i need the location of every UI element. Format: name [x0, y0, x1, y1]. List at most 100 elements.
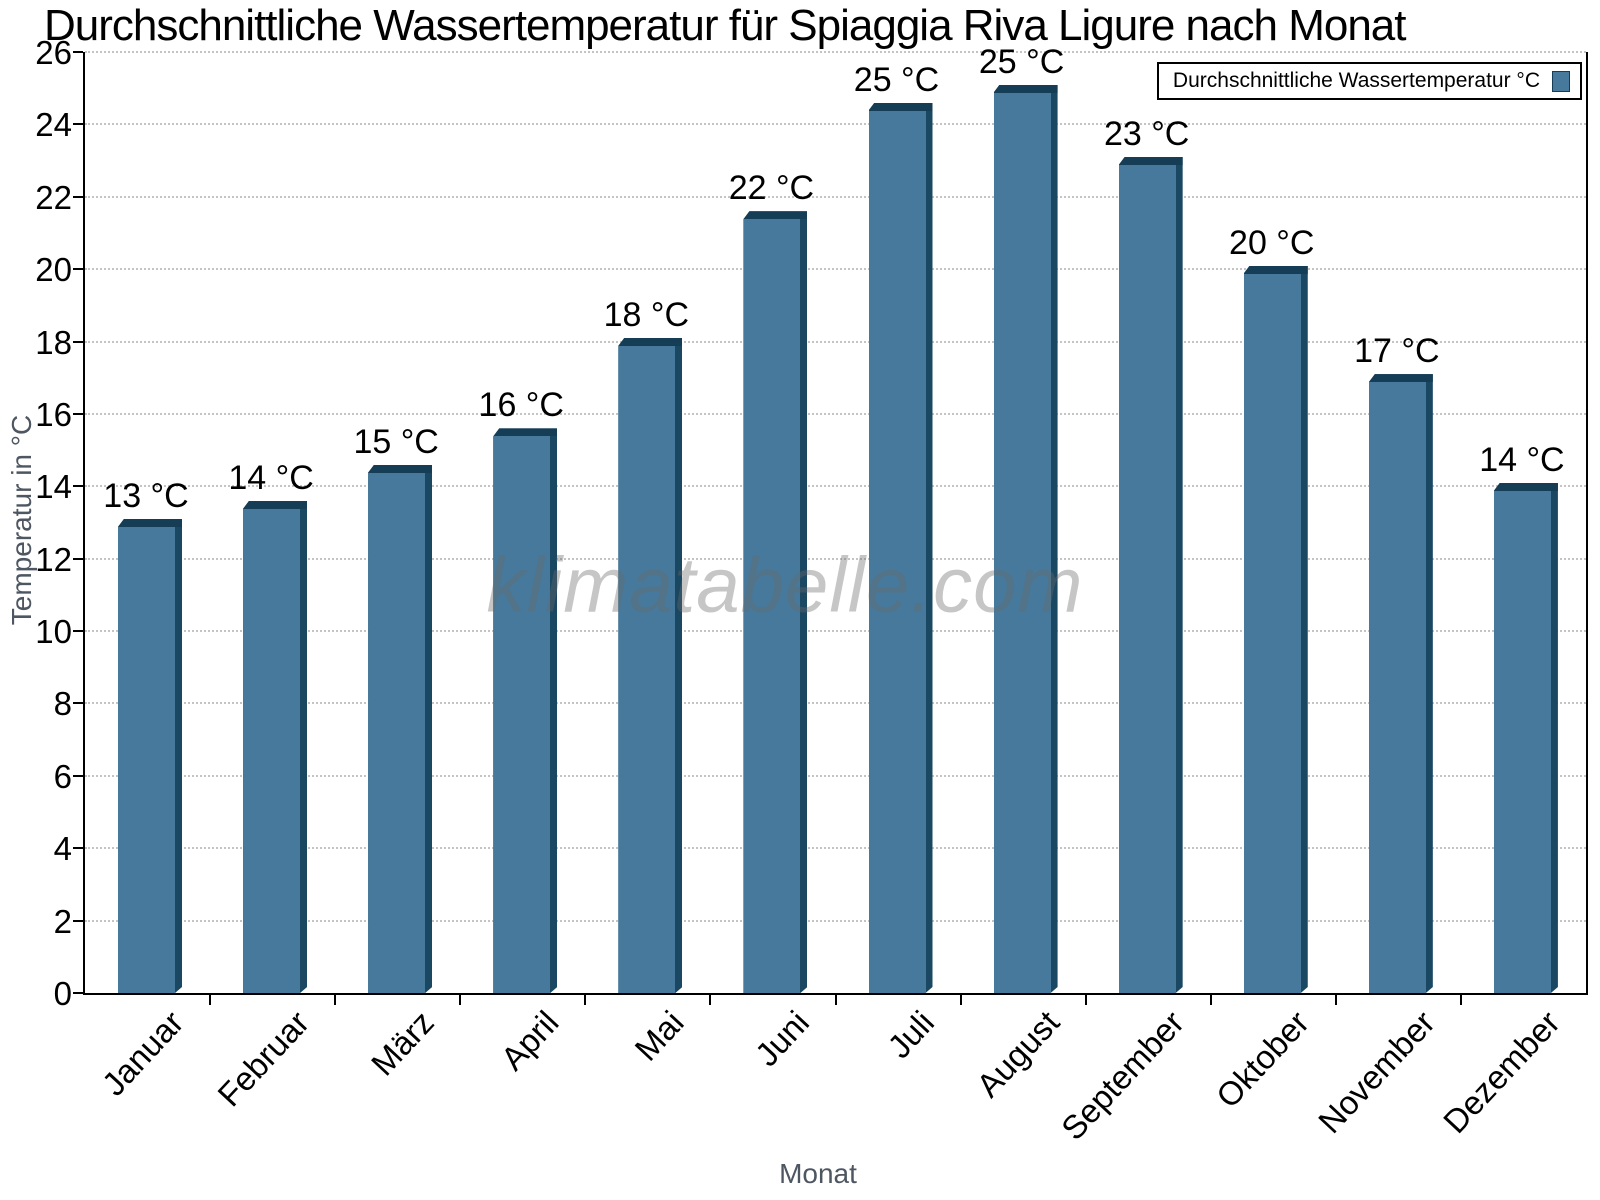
- y-tick-label-20: 20: [35, 251, 72, 289]
- gridline-26: [85, 51, 1586, 53]
- gridline-16: [85, 412, 1586, 415]
- bar-face: [243, 509, 300, 993]
- y-tick-16: [73, 412, 83, 415]
- gridline-24: [85, 123, 1586, 126]
- x-tick-label-januar: Januar: [94, 1003, 191, 1103]
- x-tick-label-mai: Mai: [627, 1003, 691, 1068]
- gridline-4: [85, 847, 1586, 850]
- x-tick-label-dezember: Dezember: [1435, 1003, 1567, 1141]
- gridline-2: [85, 919, 1586, 922]
- x-tick-label-september: September: [1054, 1003, 1192, 1147]
- bar-top-bevel: [118, 519, 182, 527]
- watermark: klimatabelle.com: [486, 540, 1084, 629]
- y-tick-24: [73, 123, 83, 126]
- y-tick-0: [73, 992, 83, 994]
- gridline-20: [85, 268, 1586, 271]
- y-axis-title: Temperatur in °C: [6, 414, 37, 626]
- y-tick-22: [73, 195, 83, 198]
- bar-dezember: [1494, 483, 1558, 993]
- bar-face: [1369, 382, 1426, 993]
- gridline-8: [85, 702, 1586, 705]
- gridline-18: [85, 340, 1586, 343]
- bar-top-bevel: [493, 428, 557, 436]
- bar-face: [618, 346, 675, 993]
- y-tick-10: [73, 630, 83, 633]
- y-tick-label-22: 22: [35, 178, 72, 216]
- y-tick-label-10: 10: [35, 613, 72, 651]
- bar-november: [1369, 374, 1433, 993]
- y-tick-label-0: 0: [53, 975, 72, 1012]
- x-tick-label-november: November: [1310, 1003, 1442, 1141]
- legend-swatch-icon: [1552, 70, 1570, 92]
- bar-value-label-april: 16 °C: [478, 386, 564, 425]
- y-tick-2: [73, 919, 83, 922]
- x-tick-label-april: April: [493, 1003, 566, 1078]
- x-tick-5: [709, 993, 712, 1005]
- bar-top-bevel: [743, 211, 807, 219]
- y-tick-label-24: 24: [35, 106, 72, 144]
- y-tick-4: [73, 847, 83, 850]
- x-tick-10: [1334, 993, 1337, 1005]
- x-tick-label-märz: März: [363, 1003, 441, 1083]
- bar-value-label-oktober: 20 °C: [1229, 223, 1315, 262]
- bar-top-bevel: [994, 85, 1058, 93]
- bar-top-bevel: [368, 465, 432, 473]
- bar-value-label-dezember: 14 °C: [1479, 440, 1565, 479]
- bar-juli: [869, 103, 933, 993]
- bar-top-bevel: [1369, 374, 1433, 382]
- bar-face: [994, 93, 1051, 993]
- bar-top-bevel: [1119, 157, 1183, 165]
- bar-top-bevel: [869, 103, 933, 111]
- bar-januar: [118, 519, 182, 993]
- bar-face: [869, 111, 926, 993]
- bar-september: [1119, 157, 1183, 993]
- bar-face: [493, 436, 550, 993]
- bar-top-bevel: [243, 501, 307, 509]
- gridline-12: [85, 557, 1586, 560]
- bar-value-label-november: 17 °C: [1354, 332, 1440, 371]
- bar-top-bevel: [1494, 483, 1558, 491]
- gridline-10: [85, 630, 1586, 633]
- bar-oktober: [1244, 266, 1308, 993]
- gridline-22: [85, 195, 1586, 198]
- bar-value-label-januar: 13 °C: [103, 476, 189, 515]
- plot-right-border: [1586, 52, 1588, 995]
- bar-märz: [368, 465, 432, 993]
- x-tick-1: [209, 993, 212, 1005]
- y-tick-8: [73, 702, 83, 705]
- legend: Durchschnittliche Wassertemperatur °C: [1156, 62, 1582, 100]
- x-tick-label-juli: Juli: [880, 1003, 942, 1066]
- y-tick-label-8: 8: [53, 685, 72, 723]
- bar-face: [1244, 274, 1301, 993]
- x-tick-8: [1084, 993, 1087, 1005]
- y-tick-label-18: 18: [35, 323, 72, 361]
- y-tick-12: [73, 557, 83, 560]
- y-tick-label-26: 26: [35, 34, 72, 71]
- legend-label: Durchschnittliche Wassertemperatur °C: [1172, 69, 1540, 92]
- bar-value-label-juli: 25 °C: [853, 60, 940, 99]
- bar-august: [994, 85, 1058, 993]
- plot-area: klimatabelle.com Durchschnittliche Wasse…: [35, 36, 1588, 1010]
- x-tick-2: [334, 993, 337, 1005]
- y-tick-label-4: 4: [53, 830, 72, 868]
- bar-value-label-juni: 22 °C: [728, 169, 815, 208]
- y-tick-label-12: 12: [35, 540, 72, 578]
- x-tick-9: [1209, 993, 1212, 1005]
- bar-top-bevel: [618, 338, 682, 346]
- bar-mai: [618, 338, 682, 993]
- x-tick-3: [459, 993, 462, 1005]
- bar-face: [1494, 491, 1551, 993]
- bar-value-label-mai: 18 °C: [603, 295, 690, 334]
- x-tick-label-oktober: Oktober: [1209, 1003, 1317, 1115]
- bar-face: [743, 219, 800, 993]
- x-tick-7: [959, 993, 962, 1005]
- x-tick-label-februar: Februar: [209, 1003, 316, 1114]
- bar-februar: [243, 501, 307, 993]
- bar-value-label-september: 23 °C: [1103, 114, 1190, 153]
- y-tick-20: [73, 268, 83, 271]
- y-tick-label-6: 6: [53, 757, 72, 795]
- bar-april: [493, 428, 557, 993]
- bar-juni: [743, 211, 807, 993]
- y-tick-26: [73, 51, 83, 53]
